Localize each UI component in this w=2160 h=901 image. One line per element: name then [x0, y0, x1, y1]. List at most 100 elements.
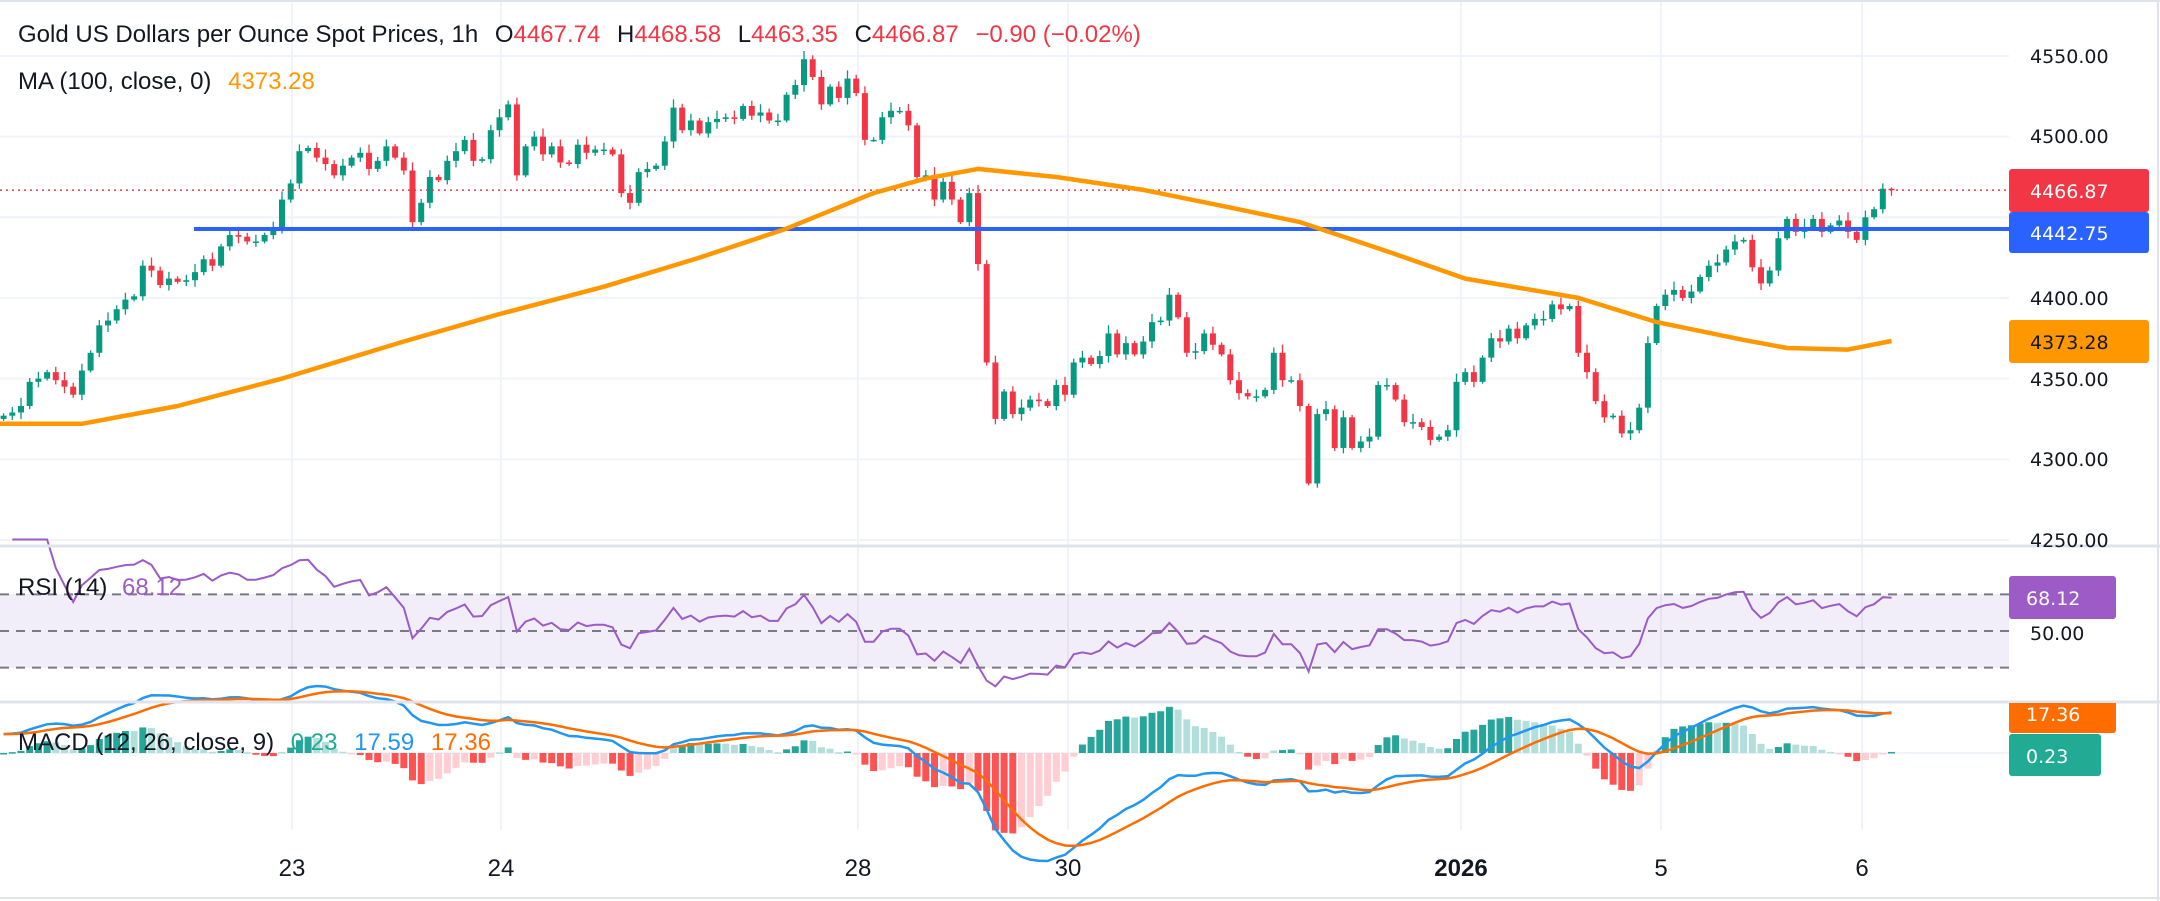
- macd-histogram-bar: [1139, 716, 1147, 753]
- macd-histogram-bar: [1827, 751, 1835, 754]
- candle-body: [1679, 289, 1686, 298]
- candle-body: [244, 236, 251, 242]
- rsi-legend[interactable]: RSI (14) 68.12: [18, 574, 182, 601]
- macd-histogram-bar: [635, 753, 643, 773]
- candle-body: [644, 168, 651, 173]
- candle-body: [366, 152, 372, 169]
- candle: [1349, 414, 1356, 450]
- candle-body: [827, 86, 834, 105]
- candle: [1792, 213, 1799, 237]
- candle: [322, 149, 329, 171]
- candle-body: [896, 110, 903, 113]
- macd-histogram-bar: [121, 731, 129, 753]
- candle: [1723, 245, 1730, 266]
- grid: [0, 0, 2009, 830]
- macd-histogram-bar: [78, 748, 86, 753]
- candle-body: [1697, 276, 1704, 292]
- macd-legend[interactable]: MACD (12, 26, close, 9) 0.23 17.59 17.36: [18, 729, 491, 756]
- candle-body: [1105, 333, 1112, 357]
- candle-body: [426, 176, 433, 203]
- time-tick: 23: [279, 855, 306, 882]
- candle-body: [461, 139, 468, 152]
- price-tick: 4300.00: [2030, 449, 2109, 471]
- candle-body: [957, 199, 964, 223]
- macd-histogram-bar: [391, 753, 399, 764]
- candle-body: [531, 136, 538, 147]
- candle: [1244, 389, 1251, 400]
- candle-body: [1375, 385, 1382, 437]
- macd-histogram-bar: [200, 749, 208, 753]
- macd-histogram-bar: [348, 753, 356, 755]
- candle: [896, 106, 903, 114]
- macd-histogram-bar: [1000, 753, 1008, 833]
- macd-line: [3, 684, 1892, 863]
- candle: [931, 167, 938, 207]
- candle: [1523, 322, 1530, 341]
- candle: [1488, 332, 1495, 362]
- candle: [252, 234, 259, 247]
- macd-histogram-bar: [1722, 722, 1730, 753]
- candle: [853, 74, 860, 97]
- candle-body: [1392, 385, 1399, 400]
- macd-histogram-bar: [1783, 743, 1791, 753]
- candle: [1096, 350, 1103, 369]
- macd-hist-tag: 0.23: [2009, 734, 2101, 776]
- candle-body: [1227, 354, 1234, 381]
- candle: [1149, 313, 1155, 349]
- candle-body: [1436, 436, 1443, 440]
- macd-histogram-bar: [600, 753, 608, 764]
- candle: [113, 305, 120, 324]
- macd-histogram-bar: [1479, 724, 1487, 753]
- candle: [1888, 187, 1895, 196]
- price-tick: 4250.00: [2030, 530, 2109, 552]
- candle: [444, 155, 451, 185]
- candle-body: [748, 106, 755, 116]
- candle-body: [261, 235, 268, 242]
- candle-body: [1331, 409, 1338, 448]
- candle-body: [1131, 343, 1138, 355]
- candle-body: [113, 309, 120, 321]
- macd-histogram-bar: [113, 732, 121, 753]
- macd-histogram-bar: [130, 731, 138, 753]
- ma-legend-value: 4373.28: [228, 68, 315, 95]
- macd-histogram-bar: [252, 753, 260, 755]
- candle: [1270, 347, 1277, 395]
- candle: [1375, 381, 1382, 440]
- time-axis[interactable]: 23 24 28 30 2026 5 6: [279, 855, 1869, 882]
- candle: [983, 260, 990, 366]
- candle-body: [383, 146, 390, 161]
- candle-body: [235, 235, 242, 237]
- candle-body: [35, 378, 42, 382]
- candle-body: [1418, 422, 1425, 427]
- candle-body: [757, 112, 764, 116]
- candle-body: [1114, 333, 1121, 355]
- candle-body: [9, 412, 16, 416]
- candle-body: [1027, 399, 1034, 408]
- candle: [366, 144, 372, 176]
- macd-histogram-bar: [1583, 753, 1591, 756]
- candle: [44, 369, 51, 381]
- candle: [1183, 311, 1190, 358]
- candle-body: [1149, 322, 1155, 342]
- candles: [0, 50, 1895, 488]
- ma-legend[interactable]: MA (100, close, 0) 4373.28: [18, 68, 315, 95]
- macd-histogram-bar: [1113, 719, 1121, 753]
- macd-histogram-bar: [1261, 753, 1269, 759]
- macd-histogram-bar: [34, 743, 42, 753]
- chart-title: Gold US Dollars per Ounce Spot Prices, 1…: [18, 21, 478, 48]
- candle-body: [1096, 356, 1103, 365]
- candle: [627, 184, 633, 210]
- candle-body: [922, 175, 929, 177]
- macd-histogram-bar: [748, 745, 756, 753]
- candle-body: [70, 386, 77, 395]
- candle-body: [1340, 417, 1347, 448]
- candle-body: [1410, 422, 1416, 424]
- candle: [287, 179, 294, 203]
- candle-body: [479, 159, 486, 161]
- macd-histogram-bar: [1740, 725, 1748, 753]
- macd-histogram-bar: [1122, 716, 1130, 753]
- candle-body: [618, 154, 625, 194]
- rsi-mid-tick: 50.00: [2030, 623, 2084, 645]
- price-axis[interactable]: 4550.00 4500.00 4400.00 4350.00 4300.00 …: [2030, 46, 2109, 552]
